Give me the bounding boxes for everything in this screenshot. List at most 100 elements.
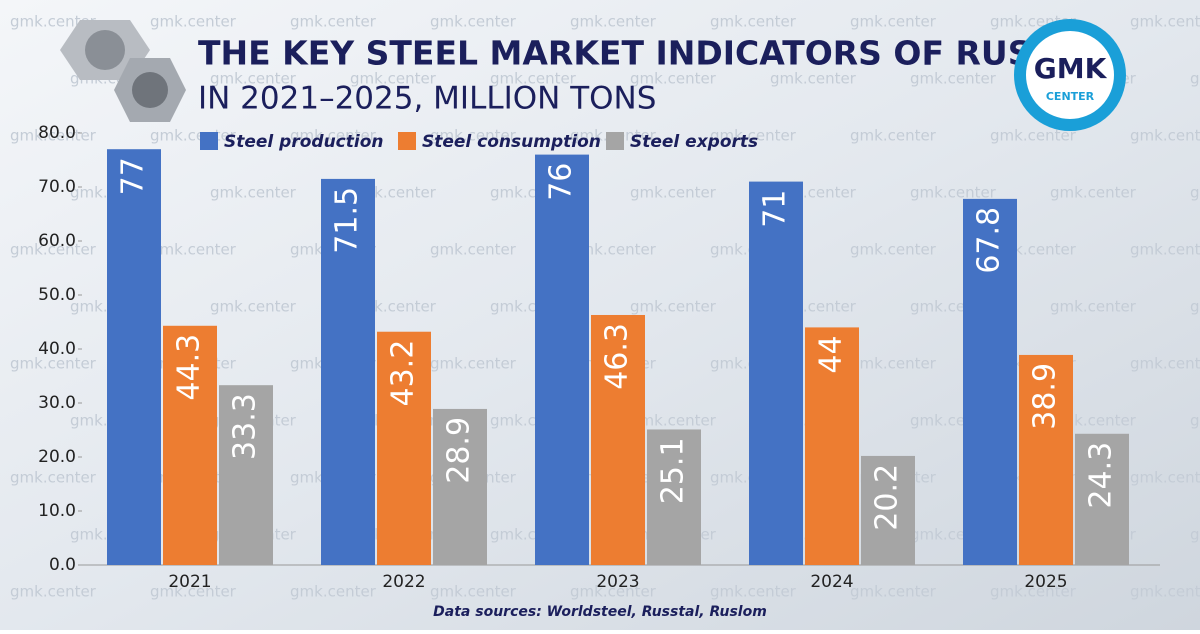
watermark: gmk.center xyxy=(490,70,577,88)
watermark: gmk.center xyxy=(570,583,657,601)
watermark: gmk.center xyxy=(430,355,517,373)
watermark: gmk.center xyxy=(290,13,377,31)
watermark: gmk.center xyxy=(1130,13,1200,31)
y-tick-label: 50.0 xyxy=(38,285,76,305)
watermark: gmk.center xyxy=(290,127,377,145)
logo-subtext: CENTER xyxy=(1046,90,1095,103)
watermark: gmk.center xyxy=(150,241,237,259)
bar xyxy=(107,149,161,565)
value-label: 71.5 xyxy=(330,187,365,254)
bar xyxy=(535,154,589,565)
y-tick-label: 80.0 xyxy=(38,123,76,143)
bar xyxy=(321,178,375,565)
bar xyxy=(647,429,701,565)
bar xyxy=(163,325,217,565)
y-tick-label: 20.0 xyxy=(38,447,76,467)
x-tick-label: 2022 xyxy=(382,572,425,592)
watermark: gmk.center xyxy=(850,241,937,259)
y-tick-label: 70.0 xyxy=(38,177,76,197)
bar xyxy=(861,455,915,565)
value-label: 24.3 xyxy=(1084,442,1119,509)
bar xyxy=(377,331,431,565)
value-label: 71 xyxy=(758,190,793,228)
watermark: gmk.center xyxy=(210,184,297,202)
watermark: gmk.center xyxy=(910,70,997,88)
watermark: gmk.center xyxy=(850,583,937,601)
watermark: gmk.center xyxy=(150,13,237,31)
bar xyxy=(963,198,1017,565)
watermark: gmk.center xyxy=(1130,241,1200,259)
watermark: gmk.center xyxy=(1190,412,1200,430)
bar xyxy=(749,181,803,565)
watermark: gmk.center xyxy=(210,298,297,316)
watermark: gmk.center xyxy=(430,583,517,601)
value-label: 28.9 xyxy=(442,417,477,484)
value-label: 76 xyxy=(544,163,579,201)
bar xyxy=(1075,433,1129,565)
bar xyxy=(219,385,273,565)
watermark: gmk.center xyxy=(570,13,657,31)
watermark: gmk.center xyxy=(850,127,937,145)
legend-swatch xyxy=(606,132,624,150)
watermark: gmk.center xyxy=(1050,184,1137,202)
value-label: 46.3 xyxy=(600,323,635,390)
watermark: gmk.center xyxy=(10,469,97,487)
watermark: gmk.center xyxy=(630,298,717,316)
legend-swatch xyxy=(200,132,218,150)
watermark: gmk.center xyxy=(910,184,997,202)
watermark: gmk.center xyxy=(570,241,657,259)
watermark: gmk.center xyxy=(10,13,97,31)
watermark: gmk.center xyxy=(430,127,517,145)
watermark: gmk.center xyxy=(1130,583,1200,601)
watermark: gmk.center xyxy=(10,355,97,373)
legend-label: Steel exports xyxy=(630,132,758,152)
watermark: gmk.center xyxy=(710,583,797,601)
bar xyxy=(591,314,645,565)
value-label: 33.3 xyxy=(228,393,263,460)
watermark: gmk.center xyxy=(850,13,937,31)
watermark: gmk.center xyxy=(10,241,97,259)
watermark: gmk.center xyxy=(1190,184,1200,202)
y-tick-label: 60.0 xyxy=(38,231,76,251)
value-label: 67.8 xyxy=(972,207,1007,274)
watermark: gmk.center xyxy=(1050,298,1137,316)
watermark: gmk.center xyxy=(10,583,97,601)
x-tick-label: 2021 xyxy=(168,572,211,592)
watermark: gmk.center xyxy=(430,241,517,259)
value-label: 38.9 xyxy=(1028,363,1063,430)
watermark: gmk.center xyxy=(1190,70,1200,88)
watermark: gmk.center xyxy=(1130,469,1200,487)
y-tick-label: 10.0 xyxy=(38,501,76,521)
value-label: 44.3 xyxy=(172,334,207,401)
watermark: gmk.center xyxy=(850,355,937,373)
watermark: gmk.center xyxy=(630,412,717,430)
logo: GMK CENTER xyxy=(1014,19,1126,131)
watermark: gmk.center xyxy=(290,583,377,601)
legend-swatch xyxy=(398,132,416,150)
source-note: Data sources: Worldsteel, Russtal, Ruslo… xyxy=(433,604,767,620)
bar xyxy=(1019,354,1073,565)
watermark: gmk.center xyxy=(150,583,237,601)
watermark: gmk.center xyxy=(710,127,797,145)
nut-icons xyxy=(60,20,186,122)
chart-title: THE KEY STEEL MARKET INDICATORS OF RUSSI… xyxy=(198,34,1092,73)
watermark: gmk.center xyxy=(770,70,857,88)
x-tick-label: 2024 xyxy=(810,572,853,592)
logo-text: GMK xyxy=(1034,52,1108,85)
value-label: 44 xyxy=(814,335,849,373)
chart-subtitle: IN 2021–2025, MILLION TONS xyxy=(198,81,656,117)
watermark: gmk.center xyxy=(710,13,797,31)
y-tick-label: 30.0 xyxy=(38,393,76,413)
x-tick-label: 2025 xyxy=(1024,572,1067,592)
watermark: gmk.center xyxy=(350,70,437,88)
bar xyxy=(433,408,487,565)
y-tick-label: 40.0 xyxy=(38,339,76,359)
watermark: gmk.center xyxy=(210,70,297,88)
watermark: gmk.center xyxy=(630,184,717,202)
value-label: 43.2 xyxy=(386,340,421,407)
y-tick-label: 0.0 xyxy=(49,555,76,575)
value-label: 77 xyxy=(116,157,151,195)
watermark: gmk.center xyxy=(1190,298,1200,316)
legend-label: Steel consumption xyxy=(422,132,601,152)
